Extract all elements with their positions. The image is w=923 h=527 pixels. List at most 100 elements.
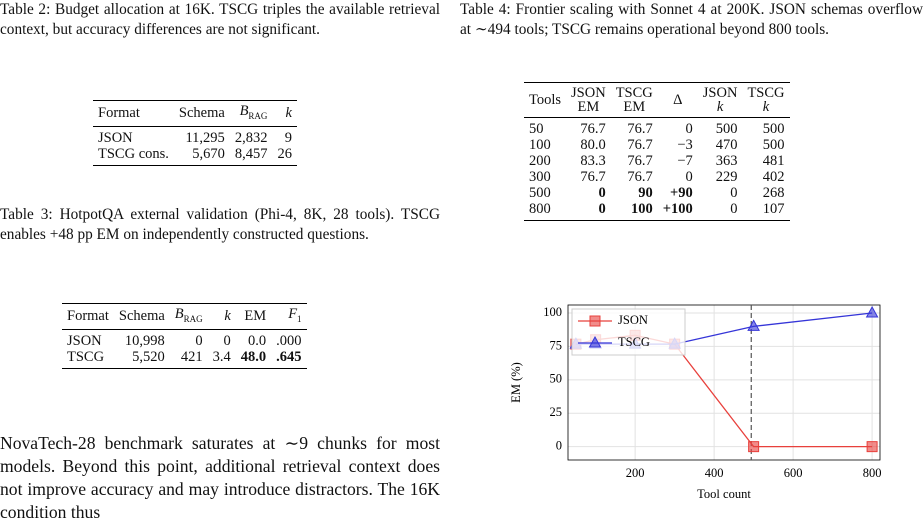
cell: 268 [762,185,785,201]
header-cell: k [272,100,297,127]
cell: 0 [598,185,606,201]
cell: 8,457 [234,145,268,162]
cell: 76.7 [627,153,653,169]
header-cell: F1 [271,303,307,330]
header-subscript: 1 [297,313,302,324]
header-cell: Format [62,303,114,330]
header-text: k [762,99,770,115]
cell: 26 [277,145,292,162]
cell: 3.4 [212,348,231,365]
cell: −3 [677,137,693,153]
row: JSON 10,998 0 0 0.0 .000 [62,329,307,349]
row: TSCG cons. 5,670 8,457 26 [93,146,297,166]
caption: Table 2: Budget allocation at 16K. TSCG … [0,1,440,38]
cell: 48.0 [240,348,267,365]
cell: 50 [529,121,544,137]
row: 100 80.0 76.7 −3 470 500 [524,137,790,153]
cell: 800 [529,201,551,217]
cell: 421 [180,348,203,365]
cell: 500 [529,185,551,201]
plot-frame [567,304,881,461]
cell: TSCG cons. [98,145,169,162]
cell: 5,520 [132,348,165,365]
header-cell: Δ [657,82,698,118]
marker [748,441,760,453]
cell: 0 [685,169,693,185]
y-tick-label: 75 [550,338,563,352]
header-text: EM [623,99,646,115]
header-text: B [174,306,184,322]
cell: 100 [529,137,551,153]
cell: JSON [98,129,133,146]
header-cell: TSCG EM [610,82,658,118]
cell: 0 [730,185,738,201]
cell: 83.3 [580,153,606,169]
cell: 500 [762,137,785,153]
cell: 363 [715,153,738,169]
row: 300 76.7 76.7 0 229 402 [524,169,790,185]
header-text: EM [244,308,267,325]
cell: 90 [638,185,653,201]
x-tick-label: 800 [863,466,882,480]
cell: JSON [67,332,102,349]
cell: 0 [730,201,738,217]
y-tick-label: 50 [550,372,563,386]
header-text: k [285,105,292,122]
header-subscript: RAG [248,110,268,121]
header-text: Δ [673,92,683,108]
header-text: TSCG [615,85,653,101]
header-subscript: RAG [183,313,203,324]
cell: +90 [670,185,693,201]
table: Tools JSON EM TSCG EM Δ JSON k TSCG k 50 76.7 76.7 0 5… [524,82,790,221]
cell: 10,998 [124,332,165,349]
row: JSON 11,295 2,832 9 [93,126,297,146]
caption: Table 4: Frontier scaling with Sonnet 4 … [460,1,923,38]
cell: 500 [762,121,785,137]
header-text: k [716,99,724,115]
cell: 0 [598,201,606,217]
header-text: JSON [702,85,738,101]
paragraph: NovaTech-28 benchmark saturates at ∼9 ch… [0,433,440,522]
header-cell: JSON k [697,82,743,118]
header-cell: EM [235,303,272,330]
header-text: k [224,308,231,325]
cell: 76.7 [627,121,653,137]
cell: 229 [715,169,738,185]
y-axis-label: EM (%) [509,362,523,403]
header-text: Tools [529,92,562,108]
header-text: Schema [118,308,165,325]
y-tick-label: 100 [543,305,562,319]
cell: 2,832 [234,129,268,146]
chart: 0 25 50 75 100 200 400 600 800 Tool count EM (%) JS… [509,304,882,501]
header-text: TSCG [747,85,785,101]
header-text: Format [67,308,109,325]
marker [589,315,601,327]
cell: 0.0 [248,332,267,349]
cell: 9 [284,129,292,146]
table: Format Schema BRAG k EM F1 JSON 10,998 0 0 0.0.000… [62,303,307,369]
cell: 76.7 [627,137,653,153]
marker [747,319,760,331]
cell: 76.7 [580,121,606,137]
cell: TSCG [67,348,105,365]
header-cell: JSON EM [566,82,611,118]
cell: 5,670 [192,145,225,162]
cell: 481 [762,153,785,169]
row: 500 0 90 +90 0 268 [524,185,790,201]
cell: 0 [195,332,203,349]
cell: 80.0 [580,137,606,153]
table: Format Schema BRAG k JSON 11,295 2,832 9 TSCG co… [93,100,297,166]
cell: 107 [762,201,785,217]
row: 50 76.7 76.7 0 500 500 [524,118,790,138]
header-text: Format [98,105,140,122]
header-cell: Schema [113,303,170,330]
cell: +100 [662,201,693,217]
marker [865,305,879,318]
row: 800 0 100 +100 0 107 [524,201,790,221]
header-cell: k [207,303,236,330]
cell: 300 [529,169,551,185]
marker [866,441,878,453]
cell: 76.7 [627,169,653,185]
cell: 100 [631,201,653,217]
